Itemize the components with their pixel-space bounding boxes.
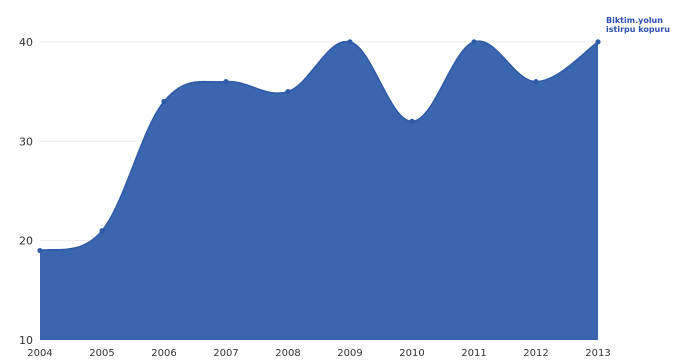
x-tick-label: 2008 (275, 348, 300, 359)
x-tick-label: 2011 (461, 348, 486, 359)
data-point-2005 (99, 228, 105, 234)
y-tick-label: 40 (19, 36, 33, 49)
data-point-2006 (161, 98, 167, 105)
series-label: Biktim.yolun istirpu kopuru (606, 16, 670, 34)
data-point-2004 (37, 247, 43, 254)
data-point-2011 (471, 39, 477, 45)
data-point-2010 (409, 118, 415, 124)
data-point-2009 (347, 39, 353, 45)
x-tick-label: 2012 (523, 348, 548, 359)
series-label-line-2: istirpu kopuru (606, 25, 670, 34)
x-tick-label: 2013 (585, 348, 610, 359)
series-label-line-1: Biktim.yolun (606, 16, 663, 25)
x-tick-label: 2005 (89, 348, 114, 359)
y-tick-label: 30 (19, 135, 33, 148)
x-tick-label: 2006 (151, 348, 176, 359)
x-tick-label: 2010 (399, 348, 424, 359)
x-tick-label: 2004 (27, 348, 52, 359)
data-point-2007 (223, 79, 229, 85)
data-point-2013 (595, 39, 601, 45)
x-tick-label: 2007 (213, 348, 238, 359)
data-points (37, 39, 601, 254)
y-axis-ticks: 10 20 30 40 (19, 36, 33, 347)
area-series-fill (40, 41, 598, 341)
data-point-2012 (533, 79, 539, 85)
data-point-2008 (285, 88, 291, 95)
area-series-line (39, 40, 599, 252)
y-tick-label: 10 (19, 334, 33, 347)
x-tick-label: 2009 (337, 348, 362, 359)
x-axis-ticks: 2004 2005 2006 2007 2008 2009 2010 2011 2012 2013 (27, 348, 610, 359)
y-tick-label: 20 (19, 235, 33, 248)
